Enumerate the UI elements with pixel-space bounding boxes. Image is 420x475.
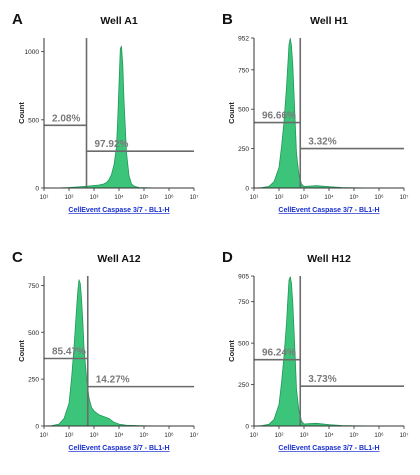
histogram-area xyxy=(43,279,195,427)
y-tick-label: 905 xyxy=(238,274,249,281)
x-tick-label: 10⁶ xyxy=(374,432,384,439)
left-gate-percent: 85.47% xyxy=(52,347,86,358)
x-tick-label: 10⁶ xyxy=(164,432,174,439)
y-tick-label: 0 xyxy=(245,186,249,193)
panel-letter: C xyxy=(12,249,23,266)
x-tick-label: 10³ xyxy=(90,195,99,201)
panel-letter: A xyxy=(12,11,23,28)
y-tick-label: 750 xyxy=(238,67,249,74)
y-tick-label: 500 xyxy=(238,107,249,114)
y-axis-label: Count xyxy=(17,102,26,124)
y-tick-label: 750 xyxy=(238,299,249,306)
x-tick-label: 10⁶ xyxy=(374,194,384,201)
x-tick-label: 10² xyxy=(65,195,74,201)
x-tick-label: 10⁵ xyxy=(349,432,359,439)
left-gate-percent: 96.66% xyxy=(262,111,296,122)
x-tick-label: 10⁵ xyxy=(349,194,359,201)
x-axis-label-link[interactable]: CellEvent Caspase 3/7 - BL1-H xyxy=(68,445,169,452)
y-tick-label: 1000 xyxy=(25,49,40,56)
x-tick-label: 10⁴ xyxy=(324,432,334,439)
histogram-svg: B Well H1 96.66% 3.32% 0 250 500 750 952 10¹ 10² 10… xyxy=(222,11,409,214)
left-gate-percent: 96.24% xyxy=(262,348,296,359)
x-tick-label: 10⁷ xyxy=(400,194,409,201)
right-gate-percent: 3.32% xyxy=(308,137,336,148)
x-axis-label-link[interactable]: CellEvent Caspase 3/7 - BL1-H xyxy=(278,207,379,214)
left-gate-percent: 2.08% xyxy=(52,113,80,124)
x-tick-label: 10⁴ xyxy=(114,432,124,439)
x-tick-label: 10⁵ xyxy=(139,194,149,201)
panel-title: Well H1 xyxy=(310,15,348,27)
x-tick-label: 10¹ xyxy=(40,195,49,201)
histogram-svg: D Well H12 96.24% 3.73% 0 250 500 750 905 10¹ 10² 1… xyxy=(222,249,409,452)
histogram-svg: C Well A12 85.47% 14.27% 0 250 500 750 10¹ 10² 10³… xyxy=(12,249,199,452)
histogram-svg: A Well A1 2.08% 97.92% 0 500 1000 10¹ 10² 10³ 10⁴ 1… xyxy=(12,11,199,214)
histogram-panel-b: B Well H1 96.66% 3.32% 0 250 500 750 952 10¹ 10² 10… xyxy=(210,0,420,237)
y-tick-label: 250 xyxy=(238,382,249,389)
x-tick-label: 10⁴ xyxy=(324,194,334,201)
y-tick-label: 750 xyxy=(28,283,39,290)
y-tick-label: 500 xyxy=(28,330,39,337)
y-axis-label: Count xyxy=(17,340,26,362)
y-axis-label: Count xyxy=(227,102,236,124)
x-tick-label: 10⁷ xyxy=(400,432,409,439)
x-tick-label: 10⁷ xyxy=(190,194,199,201)
histogram-panel-d: D Well H12 96.24% 3.73% 0 250 500 750 905 10¹ 10² 1… xyxy=(210,238,420,475)
right-gate-percent: 97.92% xyxy=(95,139,129,150)
histogram-area xyxy=(253,37,405,189)
histogram-panel-c: C Well A12 85.47% 14.27% 0 250 500 750 10¹ 10² 10³… xyxy=(0,238,210,475)
panel-title: Well A1 xyxy=(100,15,138,27)
x-tick-label: 10¹ xyxy=(250,195,259,201)
histogram-area xyxy=(253,276,405,427)
x-tick-label: 10² xyxy=(65,433,74,439)
x-axis-label-link[interactable]: CellEvent Caspase 3/7 - BL1-H xyxy=(278,445,379,452)
x-tick-label: 10⁴ xyxy=(114,194,124,201)
y-tick-label: 500 xyxy=(28,117,39,124)
right-gate-percent: 14.27% xyxy=(96,375,130,386)
panel-title: Well H12 xyxy=(307,253,351,265)
x-tick-label: 10³ xyxy=(300,195,309,201)
x-tick-label: 10⁵ xyxy=(139,432,149,439)
x-tick-label: 10¹ xyxy=(250,433,259,439)
x-tick-label: 10² xyxy=(275,195,284,201)
x-tick-label: 10³ xyxy=(300,433,309,439)
x-tick-label: 10⁷ xyxy=(190,432,199,439)
x-tick-label: 10³ xyxy=(90,433,99,439)
y-tick-label: 0 xyxy=(245,424,249,431)
x-tick-label: 10¹ xyxy=(40,433,49,439)
y-tick-label: 250 xyxy=(28,377,39,384)
x-tick-label: 10⁶ xyxy=(164,194,174,201)
y-tick-label: 0 xyxy=(35,424,39,431)
right-gate-percent: 3.73% xyxy=(308,374,336,385)
histogram-panel-a: A Well A1 2.08% 97.92% 0 500 1000 10¹ 10² 10³ 10⁴ 1… xyxy=(0,0,210,237)
x-axis-label-link[interactable]: CellEvent Caspase 3/7 - BL1-H xyxy=(68,207,169,214)
panel-letter: D xyxy=(222,249,233,266)
y-tick-label: 952 xyxy=(238,36,249,43)
y-tick-label: 0 xyxy=(35,186,39,193)
panel-title: Well A12 xyxy=(97,253,140,265)
y-tick-label: 500 xyxy=(238,341,249,348)
x-tick-label: 10² xyxy=(275,433,284,439)
y-tick-label: 250 xyxy=(238,146,249,153)
y-axis-label: Count xyxy=(227,340,236,362)
panel-letter: B xyxy=(222,11,233,28)
